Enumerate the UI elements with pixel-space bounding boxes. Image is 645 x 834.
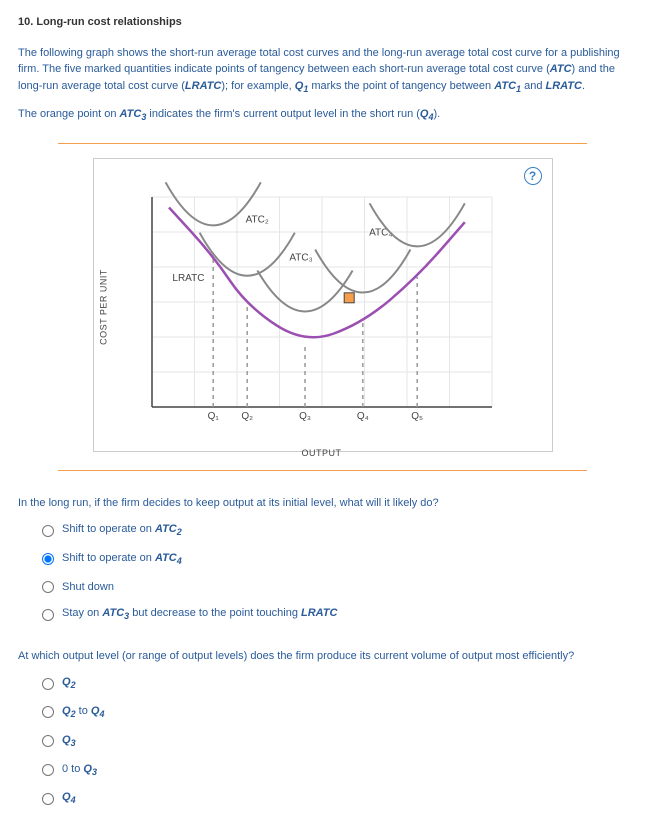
term: Q [83,763,92,775]
q2-label-d: 0 to Q3 [62,761,97,780]
sub: 4 [71,795,76,805]
svg-text:LRATC: LRATC [172,273,204,284]
chart-container: ? COST PER UNIT OUTPUT Q₁Q₂Q₃Q₄Q₅ATC₁ATC… [93,158,553,452]
svg-text:Q₁: Q₁ [207,411,219,422]
q1-label-d: Stay on ATC3 but decrease to the point t… [62,605,337,624]
q2-radio-b[interactable] [42,706,54,718]
text: indicates the firm's current output leve… [146,108,420,120]
term: LRATC [301,607,337,619]
sub: 4 [177,556,182,566]
chart-svg: Q₁Q₂Q₃Q₄Q₅ATC₁ATC₂ATC₃ATC₄ATC₅LRATC [112,177,532,437]
svg-text:Q₂: Q₂ [241,411,253,422]
term: ATC [155,523,177,535]
q1-option-d[interactable]: Stay on ATC3 but decrease to the point t… [42,605,627,624]
text: Shift to operate on [62,523,155,535]
q1-label-c: Shut down [62,579,114,596]
text: marks the point of tangency between [308,80,494,92]
text: . [582,80,585,92]
text: and [521,80,545,92]
svg-text:ATC₅: ATC₅ [415,177,438,178]
q1-option-c[interactable]: Shut down [42,579,627,596]
svg-text:Q₄: Q₄ [356,411,368,422]
q2-option-d[interactable]: 0 to Q3 [42,761,627,780]
q1-radio-a[interactable] [42,525,54,537]
chart-area: COST PER UNIT OUTPUT Q₁Q₂Q₃Q₄Q₅ATC₁ATC₂A… [112,177,532,437]
divider-bottom [58,470,587,471]
q2-label-e: Q4 [62,789,76,808]
q1-label-a: Shift to operate on ATC2 [62,521,182,540]
intro-paragraph-1: The following graph shows the short-run … [18,45,627,97]
sub: 3 [92,767,97,777]
question-2-prompt: At which output level (or range of outpu… [18,648,627,665]
text: to [76,705,91,717]
text: Stay on [62,607,102,619]
svg-text:ATC₃: ATC₃ [289,252,312,263]
text: Shift to operate on [62,552,155,564]
text: The orange point on [18,108,120,120]
question-title: 10. Long-run cost relationships [18,14,627,31]
q1-label-b: Shift to operate on ATC4 [62,550,182,569]
q2-label-a: Q2 [62,674,76,693]
svg-text:Q₅: Q₅ [411,411,423,422]
q2-radio-a[interactable] [42,678,54,690]
atc3-term: ATC [120,108,142,120]
q2-radio-e[interactable] [42,793,54,805]
term: ATC [155,552,177,564]
term: Q [62,676,71,688]
q1-radio-d[interactable] [42,609,54,621]
svg-text:ATC₄: ATC₄ [369,227,392,238]
svg-text:ATC₂: ATC₂ [245,215,268,226]
lratc-term: LRATC [185,80,221,92]
q1-radio-c[interactable] [42,581,54,593]
sub: 2 [71,681,76,691]
svg-text:Q₃: Q₃ [299,411,311,422]
q2-radio-c[interactable] [42,735,54,747]
sub: 3 [71,738,76,748]
q1-radio-b[interactable] [42,553,54,565]
intro-paragraph-2: The orange point on ATC3 indicates the f… [18,106,627,125]
term: Q [62,791,71,803]
q2-label-b: Q2 to Q4 [62,703,104,722]
q2-label-c: Q3 [62,732,76,751]
q2-option-b[interactable]: Q2 to Q4 [42,703,627,722]
q1-option-a[interactable]: Shift to operate on ATC2 [42,521,627,540]
q2-radio-d[interactable] [42,764,54,776]
y-axis-label: COST PER UNIT [97,269,111,345]
text: ). [433,108,440,120]
term: Q [62,734,71,746]
sub: 2 [177,528,182,538]
atc1-term: ATC [494,80,516,92]
x-axis-label: OUTPUT [302,447,342,461]
text: The following graph shows the short-run … [18,47,620,76]
divider-top [58,143,587,144]
q2-option-e[interactable]: Q4 [42,789,627,808]
term: ATC [102,607,124,619]
lratc-term: LRATC [546,80,582,92]
text: but decrease to the point touching [129,607,301,619]
atc-term: ATC [550,63,572,75]
term: Q [62,705,71,717]
text: 0 to [62,763,83,775]
text: ); for example, [221,80,294,92]
q2-option-c[interactable]: Q3 [42,732,627,751]
question-1-prompt: In the long run, if the firm decides to … [18,495,627,512]
q2-option-a[interactable]: Q2 [42,674,627,693]
sub: 4 [99,709,104,719]
q1-option-b[interactable]: Shift to operate on ATC4 [42,550,627,569]
